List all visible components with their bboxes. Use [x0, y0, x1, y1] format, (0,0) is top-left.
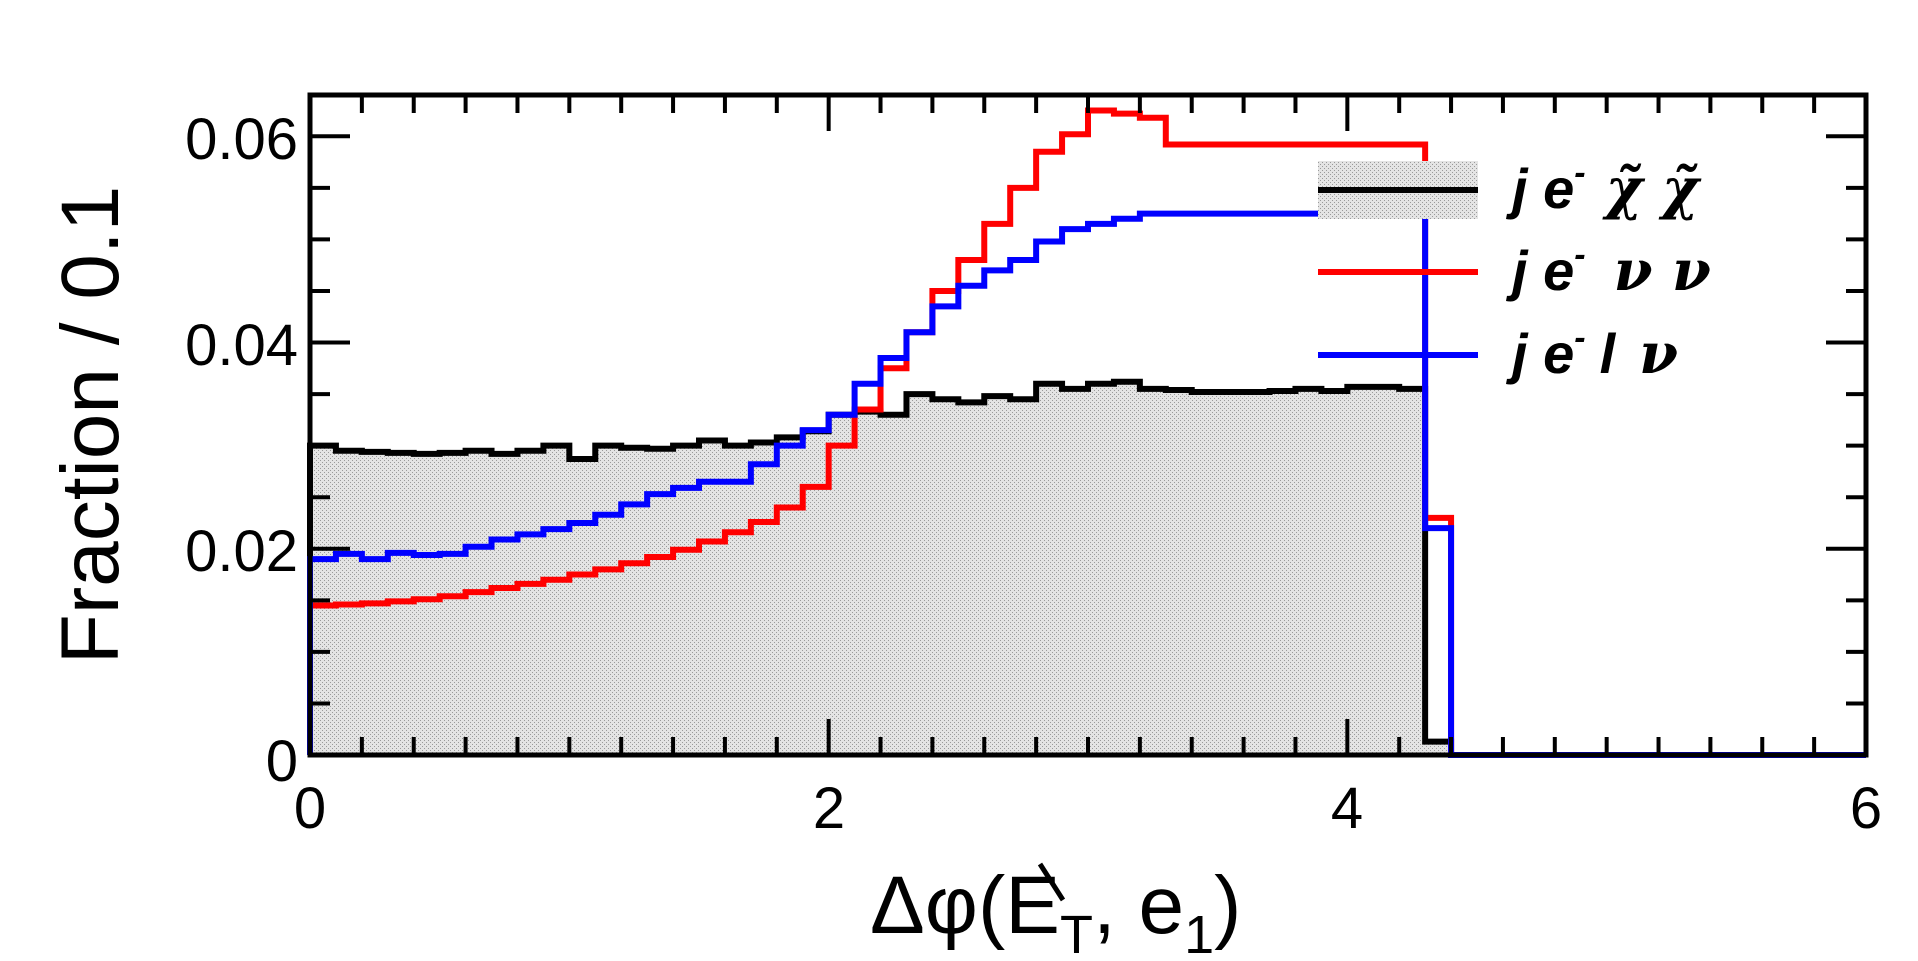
y-tick-label: 0.02 — [185, 519, 298, 584]
legend: j e-χ̃ χ̃ j e-ν ν j e-l ν — [1318, 154, 1711, 387]
svg-text:j e-lν: j e-l ν — [1505, 319, 1678, 387]
x-tick-label: 4 — [1331, 776, 1363, 841]
x-tick-label: 6 — [1850, 776, 1882, 841]
ticks-layer — [308, 95, 1868, 757]
y-axis-title: Fraction / 0.1 — [45, 186, 136, 665]
x-tick-label: 0 — [294, 776, 326, 841]
series-fill-0 — [310, 381, 1866, 755]
y-tick-label: 0.04 — [185, 313, 298, 378]
svg-text:j e-χ̃ χ̃: j e-χ̃ χ̃ — [1505, 154, 1702, 222]
legend-entry: j e-l ν — [1318, 319, 1678, 387]
legend-entry: j e-χ̃ χ̃ — [1318, 154, 1702, 222]
x-tick-label: 2 — [813, 776, 845, 841]
legend-entry: j e-ν ν — [1318, 236, 1711, 304]
x-axis-title: Δφ(ET, e1) — [870, 860, 1241, 961]
svg-text:j e-ν ν: j e-ν ν — [1505, 236, 1711, 304]
svg-text:Δφ(ET, e1): Δφ(ET, e1) — [870, 860, 1241, 961]
y-tick-label: 0 — [266, 729, 298, 794]
y-tick-label: 0.06 — [185, 107, 298, 172]
